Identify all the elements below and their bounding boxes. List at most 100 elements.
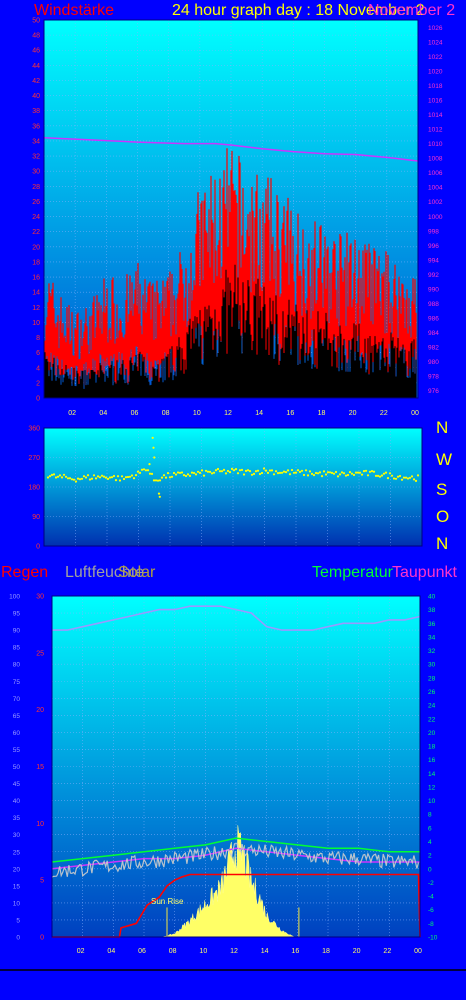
direction-point [274,470,278,473]
y-tick-label-humidity: 30 [13,832,21,839]
y-tick-label-pressure: 986 [428,316,439,323]
direction-point [152,479,156,482]
y-tick-label-temperature: 28 [428,675,436,682]
direction-point [134,474,138,477]
y-tick-label-pressure: 994 [428,257,439,264]
direction-point [118,479,122,482]
direction-point [138,471,142,474]
direction-point [206,470,210,473]
y-tick-label-humidity: 0 [16,935,20,942]
direction-point [322,470,326,473]
direction-point [408,476,412,479]
direction-point [104,476,108,479]
y-tick-label-wind: 12 [32,305,40,312]
direction-point [66,477,70,480]
direction-point [106,477,110,480]
direction-point [80,477,84,480]
y-tick-label-temperature: -6 [428,907,434,914]
y-tick-label-wind: 34 [32,138,40,145]
y-tick-label-wind: 38 [32,108,40,115]
y-tick-label-wind: 6 [36,350,40,357]
y-tick-label-temperature: 4 [428,839,432,846]
x-tick-label: 18 [322,948,330,955]
y-tick-label-humidity: 40 [13,798,21,805]
x-tick-label: 16 [286,410,294,417]
direction-point [148,472,152,475]
y-tick-label-pressure: 980 [428,359,439,366]
y-tick-label-temperature: 18 [428,744,436,751]
direction-point [58,474,62,477]
y-tick-label-temperature: 32 [428,648,436,655]
direction-point [164,476,168,479]
direction-point [220,470,224,473]
legend-solar: Solar [118,564,156,581]
direction-point [162,474,166,477]
direction-point [404,476,408,479]
y-tick-label-wind: 8 [36,335,40,342]
y-tick-label-temperature: 24 [428,703,436,710]
x-tick-label: 00 [411,410,419,417]
direction-point [236,472,240,475]
x-tick-label: 08 [169,948,177,955]
y-tick-label-wind: 40 [32,93,40,100]
direction-point [284,471,288,474]
direction-point [242,473,246,476]
direction-point [316,472,320,475]
y-tick-label-humidity: 35 [13,815,21,822]
direction-point [46,476,50,479]
direction-point [344,474,348,477]
graph-title-overlap: November 2 [368,2,456,19]
direction-point [368,470,372,473]
legend-dewpoint: Taupunkt [392,564,457,581]
x-tick-label: 16 [291,948,299,955]
y-tick-label-humidity: 85 [13,645,21,652]
direction-point [262,467,266,470]
direction-point [412,478,416,481]
y-tick-label-wind: 14 [32,290,40,297]
x-tick-label: 14 [261,948,269,955]
direction-point [202,474,206,477]
direction-point [302,473,306,477]
direction-point [290,468,294,472]
direction-point [248,470,252,473]
direction-point [150,472,154,475]
y-tick-label-pressure: 996 [428,243,439,250]
direction-label-n-top: N [436,418,449,437]
y-tick-label-temperature: 0 [428,866,432,873]
y-tick-label-wind: 46 [32,48,40,55]
direction-point [214,469,218,472]
direction-point [174,473,178,476]
direction-point [370,470,374,473]
y-tick-label-temperature: -10 [428,935,438,942]
y-tick-label-pressure: 976 [428,388,439,395]
direction-point [414,479,418,482]
direction-point [300,469,304,472]
direction-outlier-point [153,456,156,459]
direction-point [82,475,86,478]
y-tick-label-pressure: 978 [428,374,439,381]
y-tick-label-humidity: 90 [13,628,21,635]
legend-humidity: Luftfeuchte [65,564,145,581]
direction-point [204,469,208,472]
direction-point [110,476,114,479]
direction-outlier-point [158,495,161,498]
direction-point [60,476,64,479]
direction-point [144,469,148,472]
direction-point [78,478,82,481]
y-tick-label-direction: 180 [28,485,40,492]
direction-point [268,469,272,472]
direction-point [386,477,390,480]
y-tick-label-humidity: 100 [9,594,20,601]
y-tick-label-wind: 16 [32,275,40,282]
direction-point [250,473,254,476]
direction-point [388,472,392,475]
y-tick-label-humidity: 20 [13,866,21,873]
direction-point [212,471,216,474]
direction-point [210,472,214,475]
y-tick-label-pressure: 1016 [428,97,443,104]
temperature-series [51,837,420,863]
plot-frame-2 [43,427,423,547]
direction-point [252,472,256,475]
direction-point [62,473,66,476]
